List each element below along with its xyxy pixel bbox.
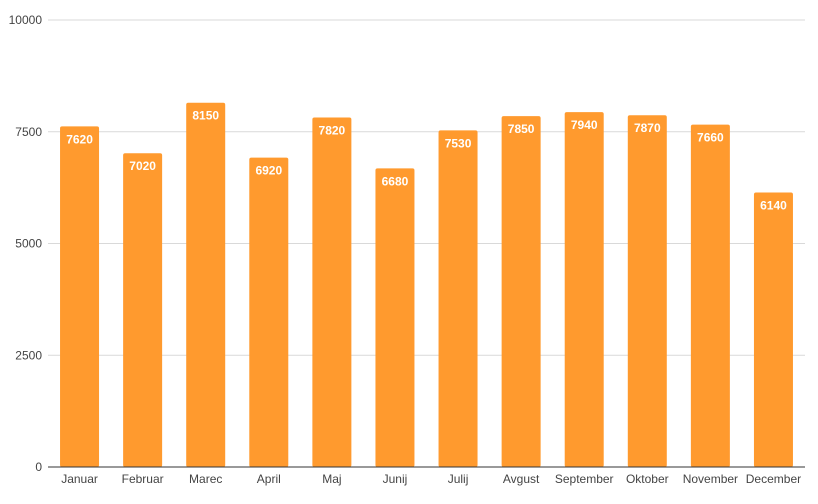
data-label: 6920 bbox=[255, 164, 282, 178]
bar-november bbox=[690, 124, 730, 468]
bar-september bbox=[564, 112, 604, 467]
data-label: 8150 bbox=[192, 109, 219, 123]
bar-julij bbox=[438, 130, 478, 467]
y-tick-label: 5000 bbox=[15, 237, 42, 251]
bar-avgust bbox=[501, 116, 541, 467]
x-axis-tick-labels: Januar Februar Marec April Maj Junij Julij Avgu… bbox=[61, 472, 801, 486]
x-tick-label: September bbox=[555, 472, 614, 486]
bar-december bbox=[753, 192, 793, 468]
x-tick-label: April bbox=[257, 472, 281, 486]
data-label: 7660 bbox=[697, 131, 724, 145]
x-tick-label: Maj bbox=[322, 472, 341, 486]
data-labels: 7620 7020 8150 6920 7820 6680 7530 7850 7940 7870… bbox=[66, 109, 787, 213]
bar-april bbox=[249, 157, 289, 467]
y-axis-tick-labels: 0 2500 5000 7500 10000 bbox=[9, 13, 43, 474]
x-tick-label: Februar bbox=[122, 472, 164, 486]
bar-januar bbox=[60, 126, 100, 468]
data-label: 7940 bbox=[571, 118, 598, 132]
bar-marec bbox=[186, 102, 226, 467]
bar-oktober bbox=[627, 115, 667, 467]
data-label: 7820 bbox=[319, 123, 346, 137]
data-label: 7850 bbox=[508, 122, 535, 136]
y-tick-label: 7500 bbox=[15, 125, 42, 139]
data-label: 6680 bbox=[382, 174, 409, 188]
y-tick-label: 2500 bbox=[15, 348, 42, 362]
x-tick-label: Julij bbox=[448, 472, 469, 486]
x-tick-label: Januar bbox=[61, 472, 98, 486]
data-label: 7620 bbox=[66, 132, 93, 146]
x-tick-label: Junij bbox=[383, 472, 408, 486]
bar-februar bbox=[123, 153, 163, 467]
bars bbox=[60, 102, 793, 468]
y-tick-label: 0 bbox=[35, 460, 42, 474]
x-tick-label: Oktober bbox=[626, 472, 669, 486]
data-label: 7530 bbox=[445, 136, 472, 150]
x-tick-label: November bbox=[683, 472, 738, 486]
gridlines bbox=[48, 19, 805, 356]
data-label: 7870 bbox=[634, 121, 661, 135]
x-tick-label: Avgust bbox=[503, 472, 540, 486]
data-label: 6140 bbox=[760, 199, 787, 213]
bar-junij bbox=[375, 168, 415, 468]
x-tick-label: December bbox=[746, 472, 801, 486]
bar-maj bbox=[312, 117, 352, 468]
x-tick-label: Marec bbox=[189, 472, 222, 486]
y-tick-label: 10000 bbox=[9, 13, 43, 27]
data-label: 7020 bbox=[129, 159, 156, 173]
